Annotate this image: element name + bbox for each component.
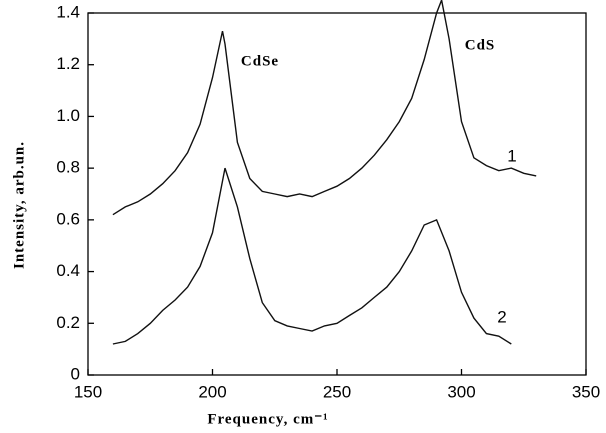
x-tick-label: 250 [323, 382, 351, 401]
y-tick-label: 0.8 [56, 158, 80, 177]
series-label: 2 [497, 307, 506, 326]
annotation: CdSe [241, 53, 279, 69]
y-axis-label: Intensity, arb.un. [11, 141, 27, 269]
x-tick-label: 300 [447, 382, 475, 401]
y-tick-label: 0.6 [56, 209, 80, 228]
x-tick-label: 150 [74, 382, 102, 401]
y-tick-label: 0.4 [56, 261, 80, 280]
y-tick-label: 1.4 [56, 2, 80, 21]
series-label: 1 [507, 146, 516, 165]
y-tick-label: 0 [71, 364, 80, 383]
x-axis-label: Frequency, cm⁻¹ [207, 411, 328, 427]
x-tick-label: 200 [198, 382, 226, 401]
plot-frame [87, 12, 587, 376]
y-tick-label: 1.0 [56, 106, 80, 125]
spectrum-line [112, 0, 537, 216]
y-tick-label: 1.2 [56, 54, 80, 73]
y-tick-label: 0.2 [56, 313, 80, 332]
spectrum-line [112, 167, 512, 345]
x-tick-label: 350 [572, 382, 600, 401]
annotation: CdS [465, 37, 496, 53]
